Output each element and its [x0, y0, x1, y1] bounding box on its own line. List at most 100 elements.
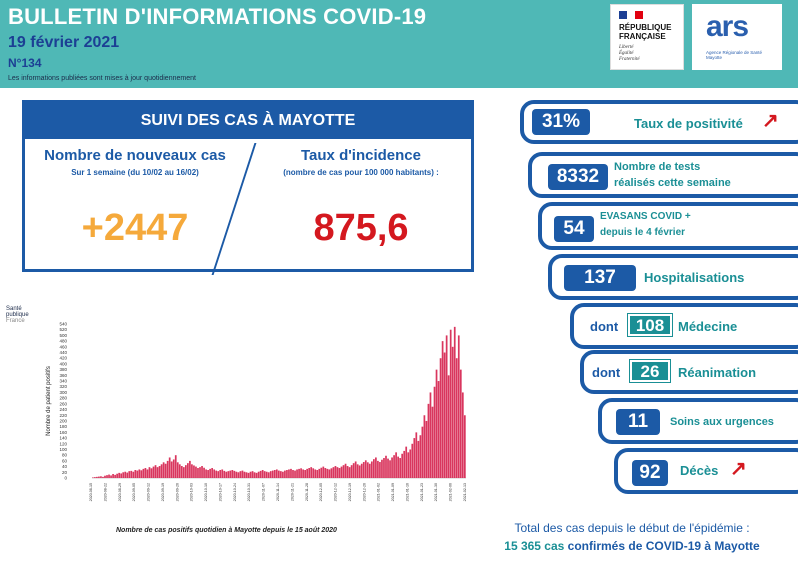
- chart-bar: [310, 467, 313, 478]
- chart-bar: [176, 462, 179, 478]
- chart-bar: [160, 464, 163, 478]
- tests-pill: 8332 Nombre de tests réalisés cette sema…: [528, 152, 798, 198]
- chart-bar: [298, 468, 300, 478]
- x-tick-label: 2021-01-16: [405, 483, 409, 501]
- new-cases-value: +2447: [81, 207, 189, 249]
- hospitalisations-pill: 137 Hospitalisations: [548, 254, 798, 300]
- chart-bar: [102, 476, 104, 478]
- medecine-label: Médecine: [678, 319, 738, 334]
- chart-bar: [282, 471, 284, 478]
- x-tick-label: 2021-02-06: [449, 483, 453, 501]
- sp-line1: Santé: [6, 306, 22, 312]
- positivity-value: 31%: [532, 109, 590, 135]
- x-tick-label: 2020-08-22: [103, 483, 107, 501]
- chart-bar: [433, 386, 436, 478]
- chart-bar: [405, 446, 408, 478]
- chart-bar: [245, 472, 248, 478]
- chart-bar: [221, 469, 224, 478]
- chart-bar: [225, 471, 228, 478]
- chart-bar: [227, 471, 230, 478]
- chart-bar: [328, 469, 331, 478]
- hospitalisations-label: Hospitalisations: [644, 270, 745, 285]
- chart-bar: [354, 461, 357, 478]
- chart-bar: [154, 465, 157, 478]
- chart-bar: [237, 472, 240, 478]
- chart-bar: [203, 467, 205, 478]
- new-cases-column: Nombre de nouveaux cas Sur 1 semaine (du…: [25, 147, 245, 177]
- chart-bar: [172, 459, 175, 478]
- tests-label-1: Nombre de tests: [614, 161, 701, 173]
- chart-bar: [201, 466, 203, 478]
- chart-bar: [229, 470, 232, 478]
- chart-bar: [110, 475, 112, 478]
- update-note: Les informations publiées sont mises à j…: [8, 75, 196, 82]
- chart-bar: [271, 470, 274, 478]
- chart-bar: [360, 463, 363, 478]
- chart-bar: [215, 470, 218, 478]
- bulletin-date: 19 février 2021: [8, 34, 120, 51]
- chart-bar: [207, 470, 209, 478]
- chart-bar: [364, 460, 367, 478]
- chart-bar: [241, 470, 244, 478]
- x-tick-label: 2020-09-05: [132, 483, 136, 501]
- chart-bar: [251, 471, 254, 478]
- daily-cases-chart: Nombre de patient positifs 02040608010012…: [46, 322, 467, 502]
- chart-bar: [451, 346, 454, 478]
- incidence-value: 875,6: [313, 207, 409, 249]
- chart-bar: [280, 471, 282, 478]
- urgences-label: Soins aux urgences: [670, 416, 774, 428]
- x-tick-label: 2020-09-12: [147, 483, 151, 501]
- ars-sub2: Mayotte: [706, 55, 723, 60]
- chart-bar: [140, 470, 143, 478]
- chart-bar: [233, 470, 236, 478]
- chart-bar: [381, 459, 383, 478]
- chart-bar: [336, 467, 339, 478]
- hospitalisations-value: 137: [564, 265, 636, 291]
- chart-bar: [162, 462, 165, 478]
- deces-label: Décès: [680, 463, 719, 478]
- chart-bar: [253, 472, 256, 478]
- chart-bar: [316, 470, 319, 478]
- chart-bar: [239, 471, 242, 478]
- tests-label-2: réalisés cette semaine: [614, 177, 731, 189]
- x-tick-label: 2020-09-19: [161, 483, 165, 501]
- chart-bar: [273, 470, 276, 478]
- ars-sub1: Agence Régionale de Santé: [706, 50, 763, 55]
- chart-bar: [116, 473, 118, 478]
- cases-heading: SUIVI DES CAS À MAYOTTE: [25, 103, 471, 139]
- chart-bar: [411, 443, 414, 478]
- chart-bar: [342, 465, 345, 478]
- chart-bar: [330, 468, 333, 478]
- chart-bar: [300, 468, 302, 478]
- chart-bar: [379, 462, 381, 478]
- total-line-2: 15 365 cas confirmés de COVID-19 à Mayot…: [468, 539, 796, 553]
- chart-bar: [445, 335, 448, 478]
- chart-bar: [387, 458, 389, 478]
- bulletin-title: BULLETIN D'INFORMATIONS COVID-19: [8, 4, 427, 29]
- chart-bar: [292, 470, 294, 478]
- chart-bar: [211, 468, 213, 478]
- chart-bar: [455, 358, 458, 478]
- chart-bar: [138, 469, 141, 478]
- chart-bar: [94, 477, 96, 478]
- chart-bar: [265, 471, 268, 478]
- chart-bar: [322, 466, 325, 478]
- new-cases-title: Nombre de nouveaux cas: [44, 147, 226, 164]
- chart-bar: [191, 464, 193, 478]
- evasans-pill: 54 EVASANS COVID + depuis le 4 février: [538, 202, 798, 250]
- chart-bar: [257, 471, 260, 478]
- x-tick-label: 2020-08-29: [118, 483, 122, 501]
- chart-bar: [383, 458, 385, 478]
- chart-bar: [324, 468, 327, 478]
- chart-bar: [346, 466, 349, 478]
- y-tick-label: 240: [59, 407, 67, 412]
- chart-bar: [352, 463, 355, 478]
- chart-bar: [243, 471, 246, 478]
- ars-wordmark: ars: [706, 10, 749, 43]
- y-tick-label: 340: [59, 379, 67, 384]
- chart-bar: [461, 392, 464, 478]
- chart-bar: [463, 415, 466, 478]
- chart-bar: [168, 457, 171, 478]
- total-line-2-rest: confirmés de COVID-19 à Mayotte: [567, 539, 760, 553]
- chart-bar: [148, 467, 151, 478]
